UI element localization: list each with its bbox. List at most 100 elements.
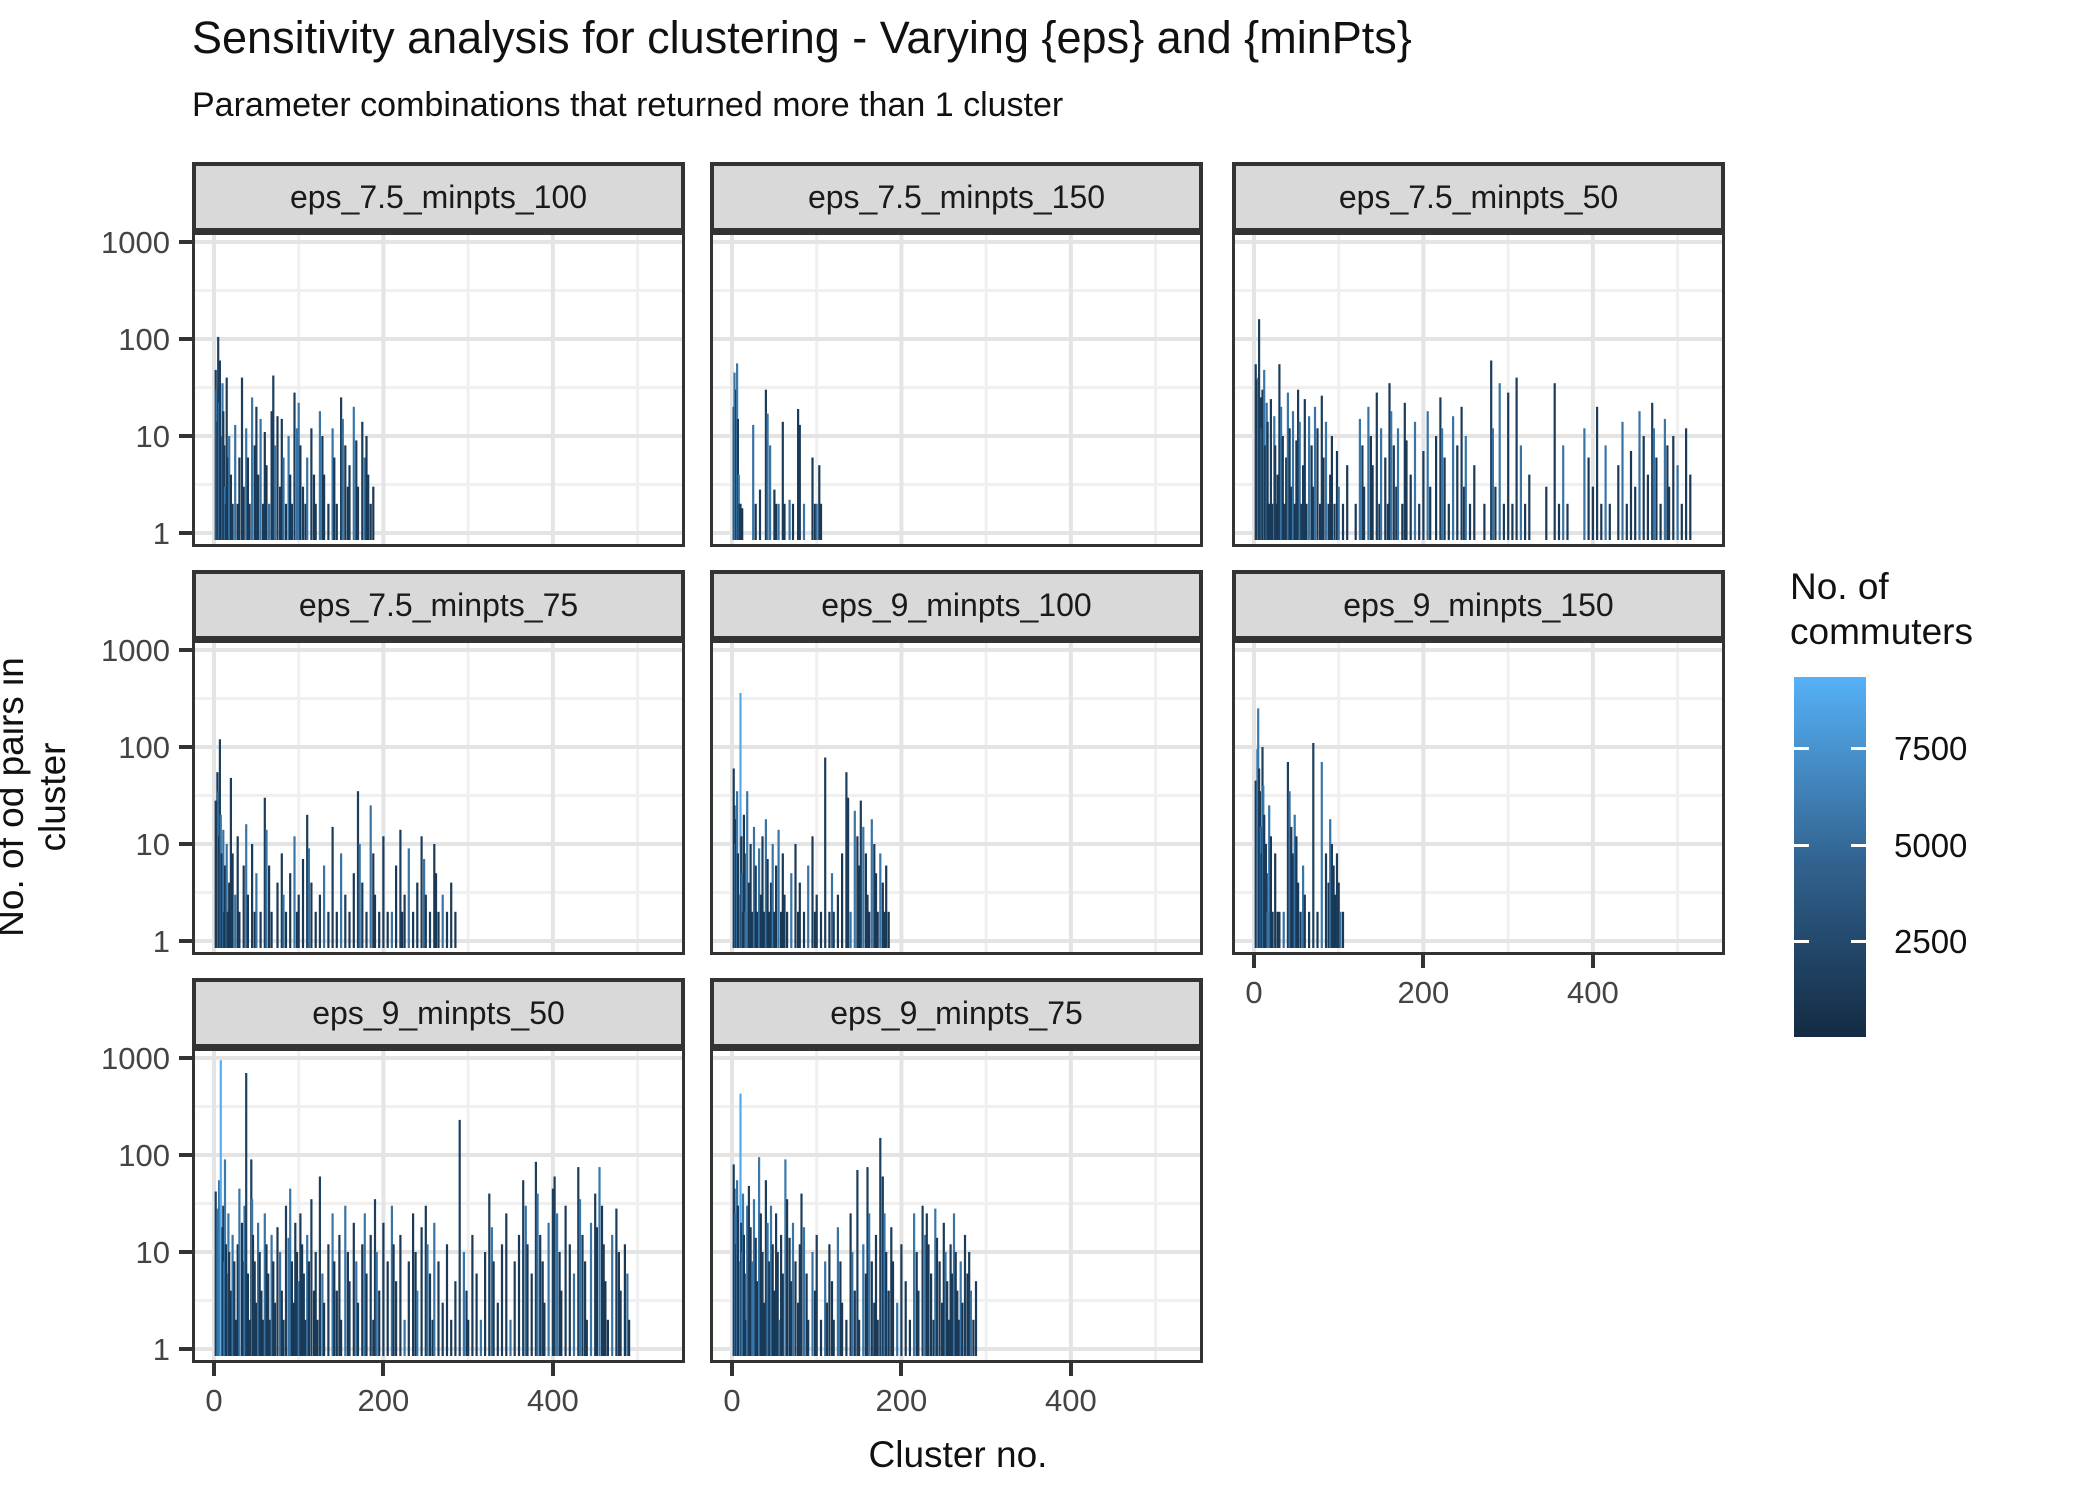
bar [572, 1273, 576, 1356]
bar [1676, 465, 1679, 540]
bar [968, 1252, 971, 1356]
bar [255, 873, 258, 948]
bar [887, 911, 890, 948]
bar [401, 911, 404, 948]
bar [815, 894, 818, 948]
bar [267, 1273, 270, 1356]
bar [825, 1302, 828, 1356]
bar [344, 1205, 347, 1356]
bar [1295, 836, 1298, 948]
panel-plot [710, 232, 1203, 547]
bar [746, 791, 749, 948]
bar [802, 1227, 806, 1356]
bar [1288, 791, 1291, 948]
bar [743, 1273, 746, 1356]
panel-plot [1232, 640, 1725, 955]
bar [619, 1290, 622, 1356]
bar [763, 911, 766, 948]
x-tick-mark [899, 1363, 904, 1376]
bar [294, 1222, 297, 1356]
legend-tick-label: 7500 [1894, 730, 1968, 767]
bar [617, 1252, 620, 1356]
bar [323, 1302, 326, 1356]
bar [1483, 503, 1486, 540]
bar [771, 1244, 774, 1356]
y-tick-label: 1000 [101, 1041, 170, 1076]
bar [915, 1252, 918, 1356]
bar [314, 1252, 317, 1356]
bar [741, 873, 744, 948]
bar [876, 1319, 879, 1356]
legend-title: No. of commuters [1790, 564, 1973, 654]
bar [373, 894, 377, 948]
bar [395, 865, 398, 948]
bar [236, 836, 239, 948]
bar [340, 1319, 343, 1356]
bar [490, 1227, 493, 1356]
bar [273, 1302, 277, 1356]
bar [952, 1213, 956, 1356]
bar [386, 911, 389, 948]
bar [302, 1273, 305, 1356]
bar [355, 440, 358, 540]
bar [258, 1252, 261, 1356]
bar [807, 865, 810, 948]
bar [845, 1319, 848, 1356]
bar [764, 1180, 767, 1356]
bar [228, 436, 231, 540]
facet-strip: eps_7.5_minpts_150 [710, 162, 1203, 232]
bar [1443, 457, 1446, 540]
bar [1384, 457, 1387, 540]
bar [412, 1213, 415, 1356]
panel-plot [192, 640, 685, 955]
bar [1502, 503, 1505, 540]
bar [1413, 421, 1417, 540]
bar [836, 894, 839, 948]
x-tick-label: 400 [1566, 975, 1619, 1010]
x-tick-label: 0 [1245, 975, 1263, 1010]
bar [594, 1193, 597, 1356]
bar [1392, 445, 1395, 540]
bar [445, 1244, 449, 1356]
y-tick-mark [179, 531, 192, 535]
facet-strip-label: eps_7.5_minpts_75 [298, 586, 579, 623]
y-tick-label: 1000 [101, 633, 170, 668]
bar [321, 1273, 324, 1356]
bar [301, 859, 305, 948]
bar [1638, 411, 1641, 540]
bar [798, 424, 801, 540]
bar [280, 418, 283, 540]
bar [1405, 440, 1408, 540]
bar [885, 1252, 888, 1356]
facet-strip-label: eps_7.5_minpts_50 [1338, 178, 1619, 215]
bar [352, 1222, 355, 1356]
bar [1274, 503, 1278, 540]
bar [578, 1199, 582, 1356]
bar [947, 1319, 950, 1356]
bar [262, 1319, 265, 1356]
bar [874, 1234, 878, 1356]
bar [1316, 428, 1319, 540]
y-tick-mark [179, 939, 192, 943]
bar [1659, 503, 1662, 540]
bar [352, 873, 355, 948]
bar [756, 911, 759, 948]
bar [505, 1213, 508, 1356]
bar [1300, 503, 1303, 540]
bar [1498, 383, 1501, 540]
bar [301, 1244, 304, 1356]
bar [378, 911, 381, 948]
bar [1263, 814, 1266, 948]
bar [1468, 503, 1472, 540]
bar [856, 1170, 859, 1356]
bar [424, 894, 427, 948]
bar [465, 1290, 468, 1356]
bar [917, 1290, 920, 1356]
bar [974, 1281, 978, 1356]
bar [1401, 503, 1404, 540]
y-tick-label: 1 [152, 516, 170, 551]
bar [255, 1302, 258, 1356]
bar [522, 1180, 525, 1356]
bar [769, 1205, 773, 1356]
x-axis-title: Cluster no. [868, 1434, 1048, 1475]
